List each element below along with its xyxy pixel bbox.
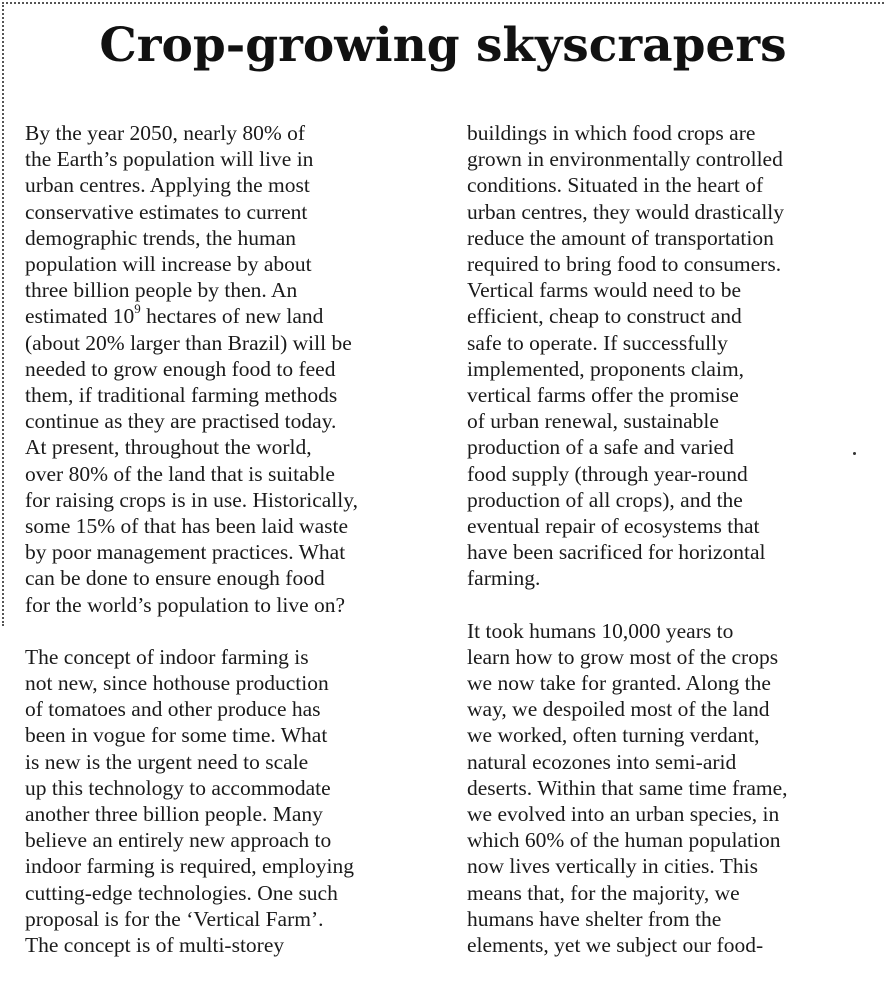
text-line: buildings in which food crops are xyxy=(467,121,756,145)
text-line: The concept is of multi-storey xyxy=(25,933,285,958)
text-line: we evolved into an urban species, in xyxy=(467,802,780,827)
text-line: which 60% of the human population xyxy=(467,828,781,853)
text-line: of tomatoes and other produce has xyxy=(25,697,321,722)
text-line: now lives vertically in cities. This xyxy=(467,854,758,879)
text-line: over 80% of the land that is suitable xyxy=(25,461,335,486)
text-line: elements, yet we subject our food- xyxy=(467,933,764,958)
text-line: conservative estimates to current xyxy=(25,199,308,224)
text-line: safe to operate. If successfully xyxy=(467,330,728,355)
dotted-border-top xyxy=(2,2,884,4)
text-line: (about 20% larger than Brazil) will be xyxy=(25,330,352,355)
text-line: we now take for granted. Along the xyxy=(467,671,771,696)
text-line: proposal is for the ‘Vertical Farm’. xyxy=(25,906,324,931)
text-line: At present, throughout the world, xyxy=(25,435,312,460)
text-line: grown in environmentally controlled xyxy=(467,147,783,172)
text-line: reduce the amount of transportation xyxy=(467,225,774,250)
text-line: The concept of indoor farming is xyxy=(25,644,309,669)
text-line: urban centres. Applying the most xyxy=(25,173,310,198)
text-line: food supply (through year-round xyxy=(467,461,748,486)
text-line: By the year 2050, nearly 80% of xyxy=(25,121,306,145)
text-line: deserts. Within that same time frame, xyxy=(467,775,788,800)
text-line: by poor management practices. What xyxy=(25,540,346,565)
text-line: required to bring food to consumers. xyxy=(467,252,782,277)
text-line: cutting-edge technologies. One such xyxy=(25,880,338,905)
text-line: It took humans 10,000 years to xyxy=(467,618,734,643)
dotted-border-left xyxy=(2,2,4,626)
text-line: we worked, often turning verdant, xyxy=(467,723,760,748)
left-column-paragraph: The concept of indoor farming is not new,… xyxy=(25,644,445,958)
right-column-paragraph: buildings in which food crops are grown i… xyxy=(467,120,877,592)
text-line: natural ecozones into semi-arid xyxy=(467,749,737,774)
text-line: is new is the urgent need to scale xyxy=(25,749,309,774)
text-line: some 15% of that has been laid waste xyxy=(25,514,349,539)
text-line: way, we despoiled most of the land xyxy=(467,697,770,722)
text-line: farming. xyxy=(467,566,541,591)
text-line: the Earth’s population will live in xyxy=(25,147,314,172)
text-line: conditions. Situated in the heart of xyxy=(467,173,764,198)
text-line: believe an entirely new approach to xyxy=(25,828,332,853)
text-line: urban centres, they would drastically xyxy=(467,199,785,224)
text-line: been in vogue for some time. What xyxy=(25,723,328,748)
text-line: three billion people by then. An xyxy=(25,278,298,303)
text-line: continue as they are practised today. xyxy=(25,409,337,434)
exponent-trailing-text: hectares of new land xyxy=(140,304,324,329)
left-column: By the year 2050, nearly 80% of the Earth… xyxy=(25,120,445,958)
text-line: humans have shelter from the xyxy=(467,906,722,931)
exponent: 9 xyxy=(134,301,141,317)
text-line: needed to grow enough food to feed xyxy=(25,356,336,381)
text-line: up this technology to accommodate xyxy=(25,775,331,800)
text-line: for the world’s population to live on? xyxy=(25,592,346,617)
text-line: efficient, cheap to construct and xyxy=(467,304,742,329)
text-line: vertical farms offer the promise xyxy=(467,383,739,408)
text-line: indoor farming is required, employing xyxy=(25,854,354,879)
right-column-paragraph: It took humans 10,000 years to learn how … xyxy=(467,618,877,959)
exponent-base-text: estimated 10 xyxy=(25,304,135,329)
text-line: another three billion people. Many xyxy=(25,802,323,827)
text-line: implemented, proponents claim, xyxy=(467,356,745,381)
text-line: learn how to grow most of the crops xyxy=(467,644,779,669)
text-line: for raising crops is in use. Historicall… xyxy=(25,487,358,512)
text-line: can be done to ensure enough food xyxy=(25,566,325,591)
text-line: demographic trends, the human xyxy=(25,225,297,250)
text-line: them, if traditional farming methods xyxy=(25,383,338,408)
text-line: have been sacrificed for horizontal xyxy=(467,540,766,565)
text-line: population will increase by about xyxy=(25,252,312,277)
text-line: not new, since hothouse production xyxy=(25,671,329,696)
text-line: production of all crops), and the xyxy=(467,487,743,512)
text-line: Vertical farms would need to be xyxy=(467,278,742,303)
text-line: means that, for the majority, we xyxy=(467,880,740,905)
text-line: eventual repair of ecosystems that xyxy=(467,514,760,539)
text-line: production of a safe and varied xyxy=(467,435,734,460)
text-line: of urban renewal, sustainable xyxy=(467,409,719,434)
print-speck xyxy=(853,452,856,455)
text-line-with-exponent: estimated 109 hectares of new land xyxy=(25,301,445,329)
left-column-paragraph: By the year 2050, nearly 80% of the Earth… xyxy=(25,120,445,618)
article-title: Crop-growing skyscrapers xyxy=(99,18,787,73)
right-column: buildings in which food crops are grown i… xyxy=(467,120,877,958)
